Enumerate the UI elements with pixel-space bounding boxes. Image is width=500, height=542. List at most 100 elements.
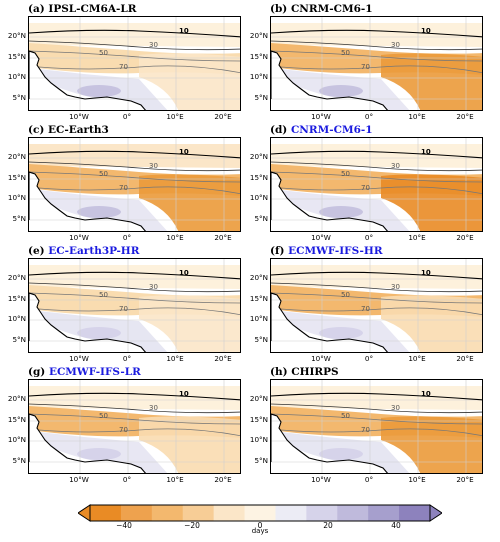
anomaly-patch-south (77, 206, 121, 218)
lon-tick-label: 20°E (214, 233, 232, 242)
map-panel: (g) ECMWF-IFS-LR 10 30 50 70 20°N 15°N 10°N 5°N 1… (8, 363, 262, 484)
contour-line-30 (271, 161, 482, 172)
contour-label: 70 (119, 63, 128, 71)
panel-label: (h) (270, 366, 288, 378)
contour-label: 70 (361, 305, 370, 313)
colorbar-segment (120, 505, 153, 521)
anomaly-patch-south (77, 327, 121, 339)
coastline (271, 292, 389, 352)
contour-label: 30 (149, 283, 158, 291)
lon-tick-label: 10°E (408, 112, 426, 121)
contour-label: 30 (391, 404, 400, 412)
lat-tick-label: 5°N (12, 214, 26, 223)
lon-tick-label: 20°E (214, 112, 232, 121)
map-frame: 10 30 50 70 (28, 379, 241, 474)
ocean-mask (29, 172, 146, 231)
contour-label: 70 (361, 184, 370, 192)
lon-tick-label: 10°W (311, 475, 331, 484)
colorbar-segment (182, 505, 215, 521)
contour-label: 10 (421, 148, 431, 156)
lon-tick-label: 20°E (214, 354, 232, 363)
colorbar-unit: days (251, 527, 269, 535)
lat-tick-label: 10°N (249, 314, 268, 323)
map-panel: (a) IPSL-CM6A-LR 10 30 50 70 20°N 15°N 10°N 5°N 1… (8, 0, 262, 121)
contour-line-30 (29, 40, 240, 51)
ocean-mask (29, 293, 146, 352)
contour-line-50 (29, 50, 240, 62)
anomaly-band-north (29, 386, 240, 410)
lon-tick-label: 0° (122, 112, 132, 121)
contour-line-50 (271, 413, 482, 425)
panel-model-name: EC-Earth3P-HR (48, 245, 140, 257)
contour-line-70 (38, 186, 240, 195)
lon-tick-label: 10°W (69, 112, 89, 121)
contour-label: 70 (119, 184, 128, 192)
anomaly-map: 10 30 50 70 (29, 17, 240, 110)
ocean-mask (29, 414, 146, 473)
ocean-mask (29, 51, 146, 110)
lat-tick-label: 15°N (249, 52, 268, 61)
lon-tick-label: 0° (122, 475, 132, 484)
lat-tick-label: 10°N (7, 314, 26, 323)
contour-label: 50 (341, 412, 350, 420)
lat-tick-label: 20°N (249, 152, 268, 161)
contour-line-10 (29, 29, 240, 38)
lon-tick-label: 20°E (456, 233, 474, 242)
anomaly-band-east (381, 416, 482, 473)
anomaly-band-east (381, 53, 482, 110)
contour-line-50 (271, 292, 482, 304)
lon-tick-label: 0° (122, 354, 132, 363)
map-panel: (b) CNRM-CM6-1 10 30 50 70 20°N 15°N 10°N 5°N 10°… (250, 0, 500, 121)
lat-tick-label: 20°N (249, 31, 268, 40)
lat-tick-label: 20°N (7, 273, 26, 282)
lat-tick-label: 15°N (7, 173, 26, 182)
colorbar-bar (77, 504, 443, 522)
contour-label: 50 (99, 170, 108, 178)
map-panel: (f) ECMWF-IFS-HR 10 30 50 70 20°N 15°N 10°N 5°N 1… (250, 242, 500, 363)
anomaly-band-north (29, 23, 240, 47)
ocean-mask (271, 51, 388, 110)
lon-tick-label: 20°E (456, 112, 474, 121)
lon-tick-label: 0° (122, 233, 132, 242)
contour-label: 50 (99, 291, 108, 299)
anomaly-band-north (29, 265, 240, 289)
contour-label: 50 (341, 49, 350, 57)
colorbar-segment (213, 505, 245, 521)
lat-tick-label: 20°N (7, 152, 26, 161)
contour-label: 30 (149, 162, 158, 170)
colorbar-frame (89, 504, 431, 522)
map-frame: 10 30 50 70 (270, 379, 483, 474)
contour-label: 70 (119, 305, 128, 313)
map-panel: (e) EC-Earth3P-HR 10 30 50 70 20°N 15°N 10°N 5°N… (8, 242, 262, 363)
coastline (271, 50, 389, 110)
contour-label: 10 (179, 148, 189, 156)
anomaly-band-north (271, 386, 482, 410)
contour-label: 50 (99, 49, 108, 57)
panel-title: (b) CNRM-CM6-1 (270, 3, 373, 15)
contour-label: 50 (341, 291, 350, 299)
lon-tick-label: 10°E (166, 475, 184, 484)
panel-model-name: ECMWF-IFS-LR (48, 366, 141, 378)
contour-label: 30 (149, 41, 158, 49)
contour-label: 30 (391, 162, 400, 170)
contour-line-30 (29, 282, 240, 293)
contour-label: 50 (341, 170, 350, 178)
panel-title: (a) IPSL-CM6A-LR (28, 3, 136, 15)
contour-line-30 (29, 403, 240, 414)
anomaly-map: 10 30 50 70 (271, 138, 482, 231)
contour-line-70 (38, 65, 240, 74)
contour-line-50 (29, 171, 240, 183)
contour-line-10 (271, 29, 482, 38)
lat-tick-label: 15°N (249, 173, 268, 182)
anomaly-band-east (139, 53, 240, 110)
map-frame: 10 30 50 70 (270, 16, 483, 111)
lon-tick-label: 10°W (311, 233, 331, 242)
lat-tick-label: 20°N (249, 394, 268, 403)
anomaly-patch-south (77, 448, 121, 460)
lat-tick-label: 10°N (249, 193, 268, 202)
contour-line-50 (29, 292, 240, 304)
panel-label: (d) (270, 124, 288, 136)
contour-label: 70 (119, 426, 128, 434)
anomaly-band-north (271, 265, 482, 289)
lon-tick-label: 10°W (69, 475, 89, 484)
